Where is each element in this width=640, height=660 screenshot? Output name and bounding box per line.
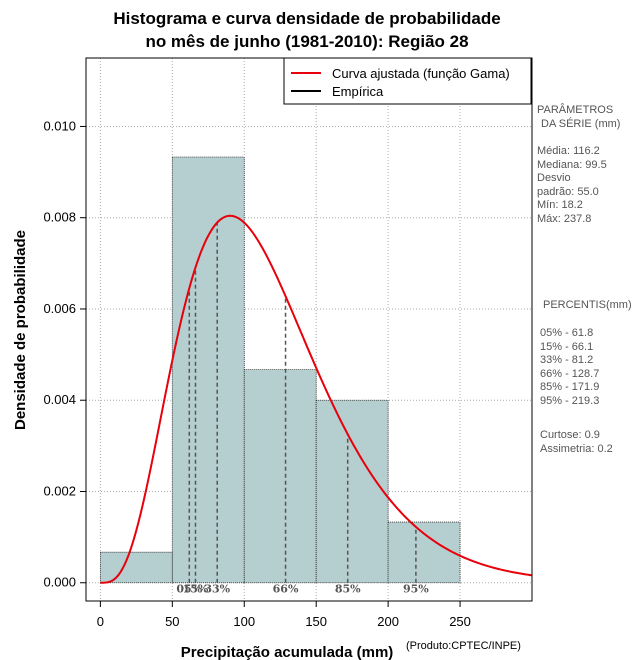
shape-panel: Curtose: 0.9 Assimetria: 0.2 (540, 429, 640, 456)
y-tick-label: 0.006 (43, 301, 76, 316)
y-axis: 0.000 0.002 0.004 0.006 0.008 0.010 (43, 118, 87, 590)
x-tick-label: 150 (305, 614, 327, 629)
chart-title-line-2: no mês de junho (1981-2010): Região 28 (145, 32, 468, 51)
percentile-label: 15% (183, 583, 209, 596)
stat-stddev-label: Desvio (537, 172, 571, 184)
stat-min: Mín: 18.2 (537, 199, 583, 211)
percentile-95: 95% - 219.3 (540, 394, 600, 407)
percentile-33: 33% - 81.2 (540, 354, 594, 366)
legend: Curva ajustada (função Gama) Empírica (283, 57, 532, 105)
percentile-66: 66% - 128.7 (540, 367, 600, 380)
chart-title-line-1: Histograma e curva densidade de probabil… (113, 9, 500, 28)
histogram-bar (387, 521, 461, 584)
legend-curve-label: Curva ajustada (função Gama) (332, 66, 510, 81)
x-axis: 0 50 100 150 200 250 (97, 600, 471, 629)
percentile-85: 85% - 171.9 (540, 381, 600, 393)
histogram-bar (243, 369, 317, 584)
percentile-label: 33% (204, 583, 230, 596)
stat-skewness: Assimetria: 0.2 (540, 442, 613, 455)
percentile-label: 95% (403, 583, 429, 596)
histogram-bars (99, 156, 461, 584)
histogram-bar (315, 399, 389, 584)
y-tick-label: 0.004 (43, 392, 76, 407)
percentiles-panel: PERCENTIS(mm) (543, 299, 640, 313)
percentile-05: 05% - 61.8 (540, 327, 594, 339)
y-tick-label: 0.010 (43, 118, 76, 133)
legend-box (283, 57, 532, 105)
legend-empirical-label: Empírica (332, 84, 384, 99)
x-tick-label: 200 (377, 614, 399, 629)
y-tick-label: 0.002 (43, 483, 76, 498)
gamma-curve (100, 214, 533, 584)
stat-stddev: padrão: 55.0 (537, 185, 599, 198)
stat-mean: Média: 116.2 (537, 145, 600, 157)
stats-header-1: PARÂMETROS (537, 104, 614, 116)
percentiles-header: PERCENTIS(mm) (543, 299, 632, 311)
y-axis-label: Densidade de probabilidade (12, 230, 29, 430)
percentiles-list: 05% - 61.8 15% - 66.1 33% - 81.2 66% - 1… (540, 327, 640, 408)
percentile-label: 66% (273, 583, 299, 596)
percentile-markers: 05%15%33% 66% 85% 95% (176, 222, 429, 596)
x-tick-label: 250 (449, 614, 471, 629)
y-tick-label: 0.008 (43, 210, 76, 225)
percentile-label: 85% (335, 583, 361, 596)
percentile-label: 05% (176, 583, 202, 596)
y-tick-label: 0.000 (43, 575, 76, 590)
stats-panel: PARÂMETROS DA SÉRIE (mm) Média: 116.2 Me… (537, 104, 637, 226)
x-tick-label: 100 (233, 614, 255, 629)
stat-median: Mediana: 99.5 (537, 158, 607, 171)
histogram-bar (171, 156, 245, 584)
stat-kurtosis: Curtose: 0.9 (540, 429, 600, 441)
x-tick-label: 50 (165, 614, 179, 629)
percentile-15: 15% - 66.1 (540, 340, 594, 353)
histogram-bar (99, 551, 173, 584)
stats-header-2: DA SÉRIE (mm) (541, 117, 621, 130)
credit-note: (Produto:CPTEC/INPE) (406, 640, 521, 652)
x-tick-label: 0 (97, 614, 104, 629)
stat-max: Máx: 237.8 (537, 212, 592, 225)
x-axis-label: Precipitação acumulada (mm) (181, 644, 394, 660)
